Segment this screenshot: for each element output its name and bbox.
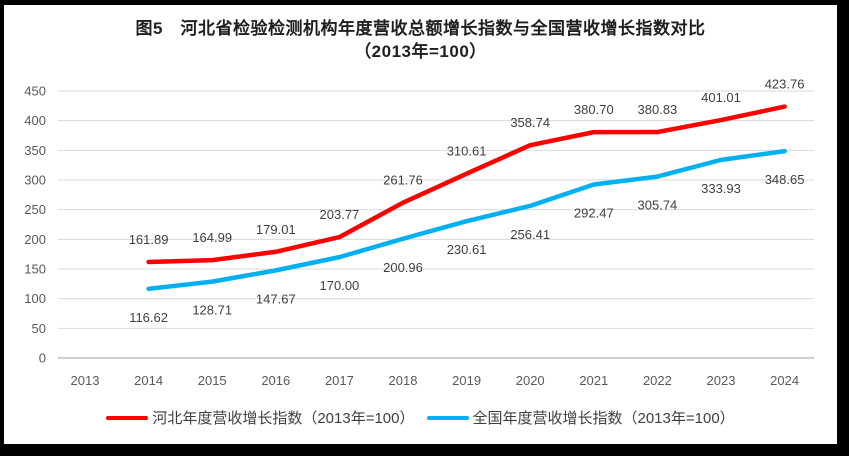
y-axis-tick-label: 250	[24, 202, 46, 217]
data-label-national: 348.65	[765, 172, 805, 187]
x-axis-tick-label: 2021	[579, 373, 608, 388]
x-axis-tick-label: 2023	[707, 373, 736, 388]
legend-label-national: 全国年度营收增长指数（2013年=100）	[472, 410, 735, 427]
data-label-hebei: 380.70	[574, 102, 614, 117]
data-label-hebei: 401.01	[701, 90, 741, 105]
hebei-series-swatch	[106, 415, 149, 420]
x-axis-tick-label: 2022	[643, 373, 672, 388]
y-axis-tick-label: 100	[24, 291, 46, 306]
y-axis-tick-label: 150	[24, 262, 46, 277]
legend: 河北年度营收增长指数（2013年=100） 全国年度营收增长指数（2013年=1…	[4, 407, 837, 428]
x-axis-tick-label: 2018	[389, 373, 418, 388]
national-series-swatch	[426, 415, 469, 420]
data-label-hebei: 423.76	[765, 77, 805, 92]
data-label-hebei: 261.76	[383, 173, 423, 188]
x-axis-tick-label: 2019	[452, 373, 481, 388]
y-axis-tick-label: 300	[24, 173, 46, 188]
y-axis-tick-label: 50	[32, 321, 46, 336]
data-label-national: 147.67	[256, 291, 296, 306]
x-axis-tick-label: 2015	[198, 373, 227, 388]
data-label-hebei: 380.83	[638, 102, 678, 117]
data-label-hebei: 310.61	[447, 144, 487, 159]
y-axis-tick-label: 200	[24, 232, 46, 247]
data-label-national: 128.71	[192, 303, 232, 318]
data-label-national: 333.93	[701, 181, 741, 196]
y-axis-tick-label: 400	[24, 113, 46, 128]
x-axis-tick-label: 2013	[71, 373, 100, 388]
x-axis-tick-label: 2020	[516, 373, 545, 388]
data-label-national: 170.00	[320, 278, 360, 293]
x-axis-tick-label: 2024	[770, 373, 799, 388]
data-label-hebei: 358.74	[510, 115, 550, 130]
data-label-hebei: 161.89	[129, 232, 169, 247]
data-label-hebei: 203.77	[320, 207, 360, 222]
line-chart-plot-area: 0 50 100 150 200 250 300 350 400 450 2013 2014 2015 2…	[24, 77, 814, 388]
data-label-hebei: 164.99	[192, 230, 232, 245]
data-label-national: 256.41	[510, 227, 550, 242]
data-label-national: 305.74	[638, 198, 678, 213]
data-label-national: 200.96	[383, 260, 423, 275]
legend-item-hebei: 河北年度营收增长指数（2013年=100）	[106, 407, 415, 428]
y-axis-tick-label: 450	[24, 84, 46, 99]
chart-title-line2: （2013年=100）	[354, 42, 487, 61]
legend-label-hebei: 河北年度营收增长指数（2013年=100）	[152, 410, 415, 427]
chart-title: 图5 河北省检验检测机构年度营收总额增长指数与全国营收增长指数对比 （2013年…	[4, 17, 837, 63]
legend-item-national: 全国年度营收增长指数（2013年=100）	[426, 407, 735, 428]
y-axis-tick-label: 350	[24, 143, 46, 158]
x-axis-tick-label: 2016	[261, 373, 290, 388]
chart-title-line1: 图5 河北省检验检测机构年度营收总额增长指数与全国营收增长指数对比	[135, 19, 706, 38]
data-label-national: 230.61	[447, 242, 487, 257]
series-line-national	[146, 148, 787, 292]
y-axis-tick-label: 0	[39, 351, 46, 366]
x-axis-tick-label: 2014	[134, 373, 163, 388]
data-label-national: 116.62	[129, 310, 168, 325]
data-label-hebei: 179.01	[256, 222, 296, 237]
x-axis-tick-label: 2017	[325, 373, 354, 388]
data-label-national: 292.47	[574, 205, 614, 220]
series-line-hebei	[146, 104, 787, 265]
